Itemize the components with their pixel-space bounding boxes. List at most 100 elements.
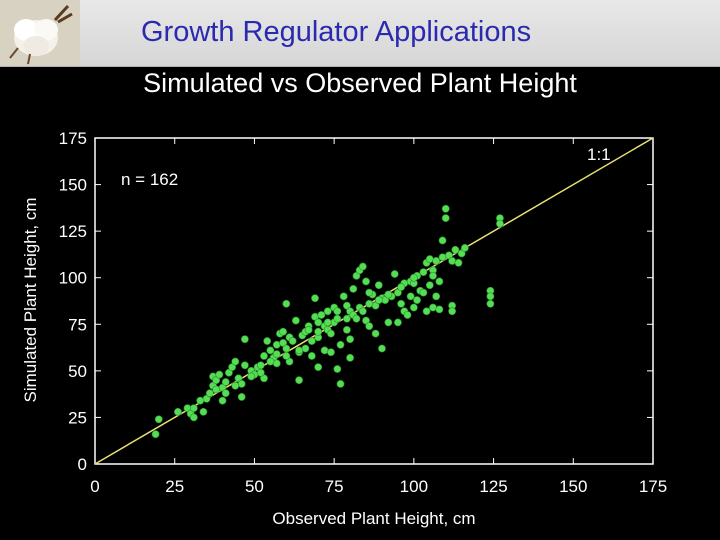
data-point: [205, 389, 214, 398]
data-point: [260, 352, 268, 360]
data-point: [384, 318, 393, 327]
x-tick-label: 50: [245, 477, 264, 496]
data-point: [247, 372, 256, 381]
data-point: [151, 430, 160, 439]
data-point: [496, 219, 504, 228]
data-point: [196, 396, 205, 405]
data-point: [419, 268, 428, 277]
chart-title: Simulated vs Observed Plant Height: [143, 68, 577, 98]
x-tick-label: 150: [559, 477, 587, 496]
data-point: [429, 271, 437, 280]
data-point: [311, 294, 319, 303]
data-point: [282, 299, 291, 308]
data-point: [279, 327, 288, 336]
data-point: [349, 284, 358, 293]
data-point: [441, 214, 450, 223]
data-point: [448, 307, 457, 316]
one-to-one-label: 1:1: [587, 145, 611, 164]
data-point: [378, 344, 386, 353]
data-point: [432, 257, 441, 265]
y-tick-label: 175: [59, 129, 87, 148]
data-point: [425, 281, 434, 290]
data-point: [288, 337, 297, 345]
data-point: [342, 314, 351, 323]
data-point: [358, 307, 367, 316]
data-point: [406, 292, 415, 301]
data-point: [394, 318, 402, 327]
data-point: [295, 376, 303, 385]
data-point: [237, 393, 246, 401]
y-tick-label: 125: [59, 222, 87, 241]
data-point: [215, 370, 224, 379]
y-tick-label: 50: [68, 362, 87, 381]
y-tick-label: 25: [68, 408, 87, 427]
data-point: [291, 316, 300, 325]
data-point: [451, 245, 460, 254]
data-point: [237, 379, 246, 388]
data-point: [460, 244, 469, 252]
data-point: [295, 346, 303, 355]
data-point: [320, 346, 329, 355]
data-point: [413, 296, 421, 304]
y-tick-label: 75: [68, 315, 87, 334]
data-point: [327, 348, 335, 357]
data-point: [272, 359, 281, 368]
data-point: [282, 352, 291, 360]
data-point: [365, 299, 374, 308]
data-point: [307, 352, 316, 360]
data-point: [365, 288, 374, 297]
data-point: [307, 337, 316, 345]
data-point: [189, 404, 198, 413]
data-point: [221, 389, 230, 398]
data-point: [435, 277, 444, 286]
data-point: [438, 236, 447, 245]
data-point: [397, 283, 406, 291]
data-point: [314, 318, 323, 327]
data-point: [333, 365, 342, 373]
data-point: [333, 307, 342, 316]
data-point: [336, 340, 345, 349]
data-point: [438, 253, 447, 262]
data-point: [240, 361, 249, 370]
data-point: [358, 262, 367, 271]
data-point: [256, 368, 265, 377]
data-point: [266, 357, 275, 366]
data-point: [365, 322, 374, 331]
data-point: [486, 292, 495, 301]
data-point: [212, 385, 221, 394]
data-point: [231, 357, 240, 366]
x-axis-title: Observed Plant Height, cm: [272, 509, 475, 528]
data-point: [327, 329, 335, 338]
data-point: [342, 325, 351, 334]
data-point: [304, 325, 313, 334]
data-point: [409, 303, 418, 312]
data-point: [314, 327, 323, 336]
data-point: [486, 299, 495, 308]
x-tick-label: 75: [325, 477, 344, 496]
data-point: [266, 346, 275, 355]
data-point: [314, 363, 323, 372]
data-point: [272, 350, 281, 358]
data-point: [240, 335, 249, 344]
data-point: [429, 303, 437, 312]
data-point: [323, 307, 332, 316]
data-point: [390, 270, 399, 278]
header-title: Growth Regulator Applications: [141, 16, 532, 48]
data-point: [374, 296, 383, 304]
data-point: [154, 415, 163, 424]
x-tick-label: 175: [639, 477, 667, 496]
data-point: [409, 273, 418, 282]
data-point: [272, 340, 281, 349]
plot-area-frame: [94, 137, 654, 465]
data-point: [346, 335, 354, 344]
data-point: [419, 288, 428, 297]
data-point: [336, 379, 345, 388]
y-tick-label: 100: [59, 269, 87, 288]
data-point: [189, 413, 198, 422]
data-point: [448, 257, 457, 265]
data-point: [282, 344, 291, 353]
data-point: [231, 381, 240, 390]
data-point: [384, 290, 393, 299]
data-point: [339, 292, 348, 301]
